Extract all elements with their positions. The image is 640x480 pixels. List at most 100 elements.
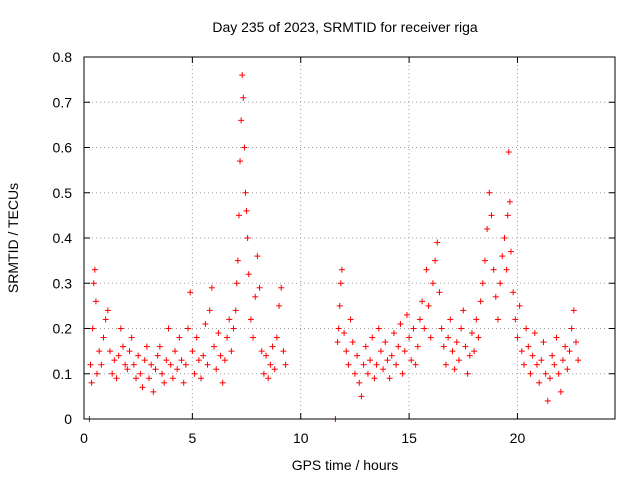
data-point bbox=[362, 343, 369, 350]
data-point bbox=[356, 379, 363, 386]
y-axis-label: SRMTID / TECUs bbox=[5, 183, 21, 293]
data-point bbox=[527, 370, 534, 377]
data-point bbox=[510, 289, 517, 296]
data-point bbox=[206, 307, 213, 314]
data-point bbox=[564, 366, 571, 373]
data-point bbox=[202, 320, 209, 327]
data-point bbox=[551, 361, 558, 368]
data-point bbox=[373, 361, 380, 368]
data-point bbox=[96, 348, 103, 355]
data-point bbox=[464, 370, 471, 377]
data-point bbox=[399, 370, 406, 377]
y-tick-label: 0 bbox=[64, 411, 72, 427]
data-point bbox=[460, 307, 467, 314]
data-point bbox=[555, 370, 562, 377]
data-point bbox=[531, 330, 538, 337]
data-point bbox=[204, 361, 211, 368]
data-points bbox=[86, 72, 582, 422]
data-point bbox=[533, 361, 540, 368]
data-point bbox=[425, 302, 432, 309]
axis-ticks bbox=[83, 56, 615, 420]
data-point bbox=[364, 370, 371, 377]
data-point bbox=[221, 357, 228, 364]
data-point bbox=[146, 375, 153, 382]
data-point bbox=[185, 325, 192, 332]
data-point bbox=[575, 357, 582, 364]
data-point bbox=[250, 334, 257, 341]
data-point bbox=[410, 325, 417, 332]
data-point bbox=[434, 239, 441, 246]
data-point bbox=[477, 298, 484, 305]
data-point bbox=[182, 361, 189, 368]
data-point bbox=[111, 357, 118, 364]
data-point bbox=[258, 348, 265, 355]
data-point bbox=[512, 316, 519, 323]
data-point bbox=[152, 366, 159, 373]
data-point bbox=[549, 352, 556, 359]
data-point bbox=[546, 375, 553, 382]
data-point bbox=[156, 343, 163, 350]
x-tick-label: 5 bbox=[188, 430, 196, 446]
data-point bbox=[557, 388, 564, 395]
y-tick-label: 0.1 bbox=[53, 366, 73, 382]
data-point bbox=[447, 316, 454, 323]
data-point bbox=[438, 325, 445, 332]
data-point bbox=[191, 370, 198, 377]
data-point bbox=[240, 94, 247, 101]
data-point bbox=[245, 271, 252, 278]
data-point bbox=[135, 352, 142, 359]
grid-lines bbox=[84, 57, 615, 419]
data-point bbox=[161, 379, 168, 386]
data-point bbox=[566, 348, 573, 355]
data-point bbox=[90, 280, 97, 287]
data-point bbox=[117, 325, 124, 332]
data-point bbox=[345, 361, 352, 368]
x-tick-label: 0 bbox=[80, 430, 88, 446]
data-point bbox=[506, 198, 513, 205]
x-tick-label: 10 bbox=[293, 430, 309, 446]
data-point bbox=[252, 293, 259, 300]
data-point bbox=[468, 330, 475, 337]
x-tick-label: 20 bbox=[510, 430, 526, 446]
data-point bbox=[143, 343, 150, 350]
data-point bbox=[349, 339, 356, 346]
data-point bbox=[504, 212, 511, 219]
data-point bbox=[239, 72, 246, 79]
y-tick-labels: 0 0.1 0.2 0.3 0.4 0.5 0.6 0.7 0.8 bbox=[53, 49, 73, 427]
data-point bbox=[360, 361, 367, 368]
data-point bbox=[122, 361, 129, 368]
y-tick-label: 0.6 bbox=[53, 140, 73, 156]
data-point bbox=[377, 348, 384, 355]
data-point bbox=[89, 325, 96, 332]
data-point bbox=[568, 325, 575, 332]
data-point bbox=[234, 257, 241, 264]
data-point bbox=[382, 339, 389, 346]
data-point bbox=[280, 348, 287, 355]
data-point bbox=[254, 253, 261, 260]
data-point bbox=[507, 248, 514, 255]
data-point bbox=[276, 302, 283, 309]
y-tick-label: 0.8 bbox=[53, 49, 73, 65]
data-point bbox=[494, 316, 501, 323]
data-point bbox=[559, 357, 566, 364]
data-point bbox=[432, 257, 439, 264]
data-point bbox=[271, 366, 278, 373]
data-point bbox=[217, 352, 224, 359]
data-point bbox=[195, 357, 202, 364]
data-point bbox=[514, 334, 521, 341]
data-point bbox=[408, 357, 415, 364]
data-point bbox=[390, 330, 397, 337]
data-point bbox=[343, 348, 350, 355]
data-point bbox=[462, 343, 469, 350]
data-point bbox=[139, 384, 146, 391]
data-point bbox=[490, 266, 497, 273]
data-point bbox=[518, 348, 525, 355]
data-point bbox=[180, 379, 187, 386]
data-point bbox=[416, 316, 423, 323]
data-point bbox=[178, 357, 185, 364]
data-point bbox=[386, 375, 393, 382]
data-point bbox=[154, 352, 161, 359]
data-point bbox=[471, 348, 478, 355]
data-point bbox=[107, 348, 114, 355]
